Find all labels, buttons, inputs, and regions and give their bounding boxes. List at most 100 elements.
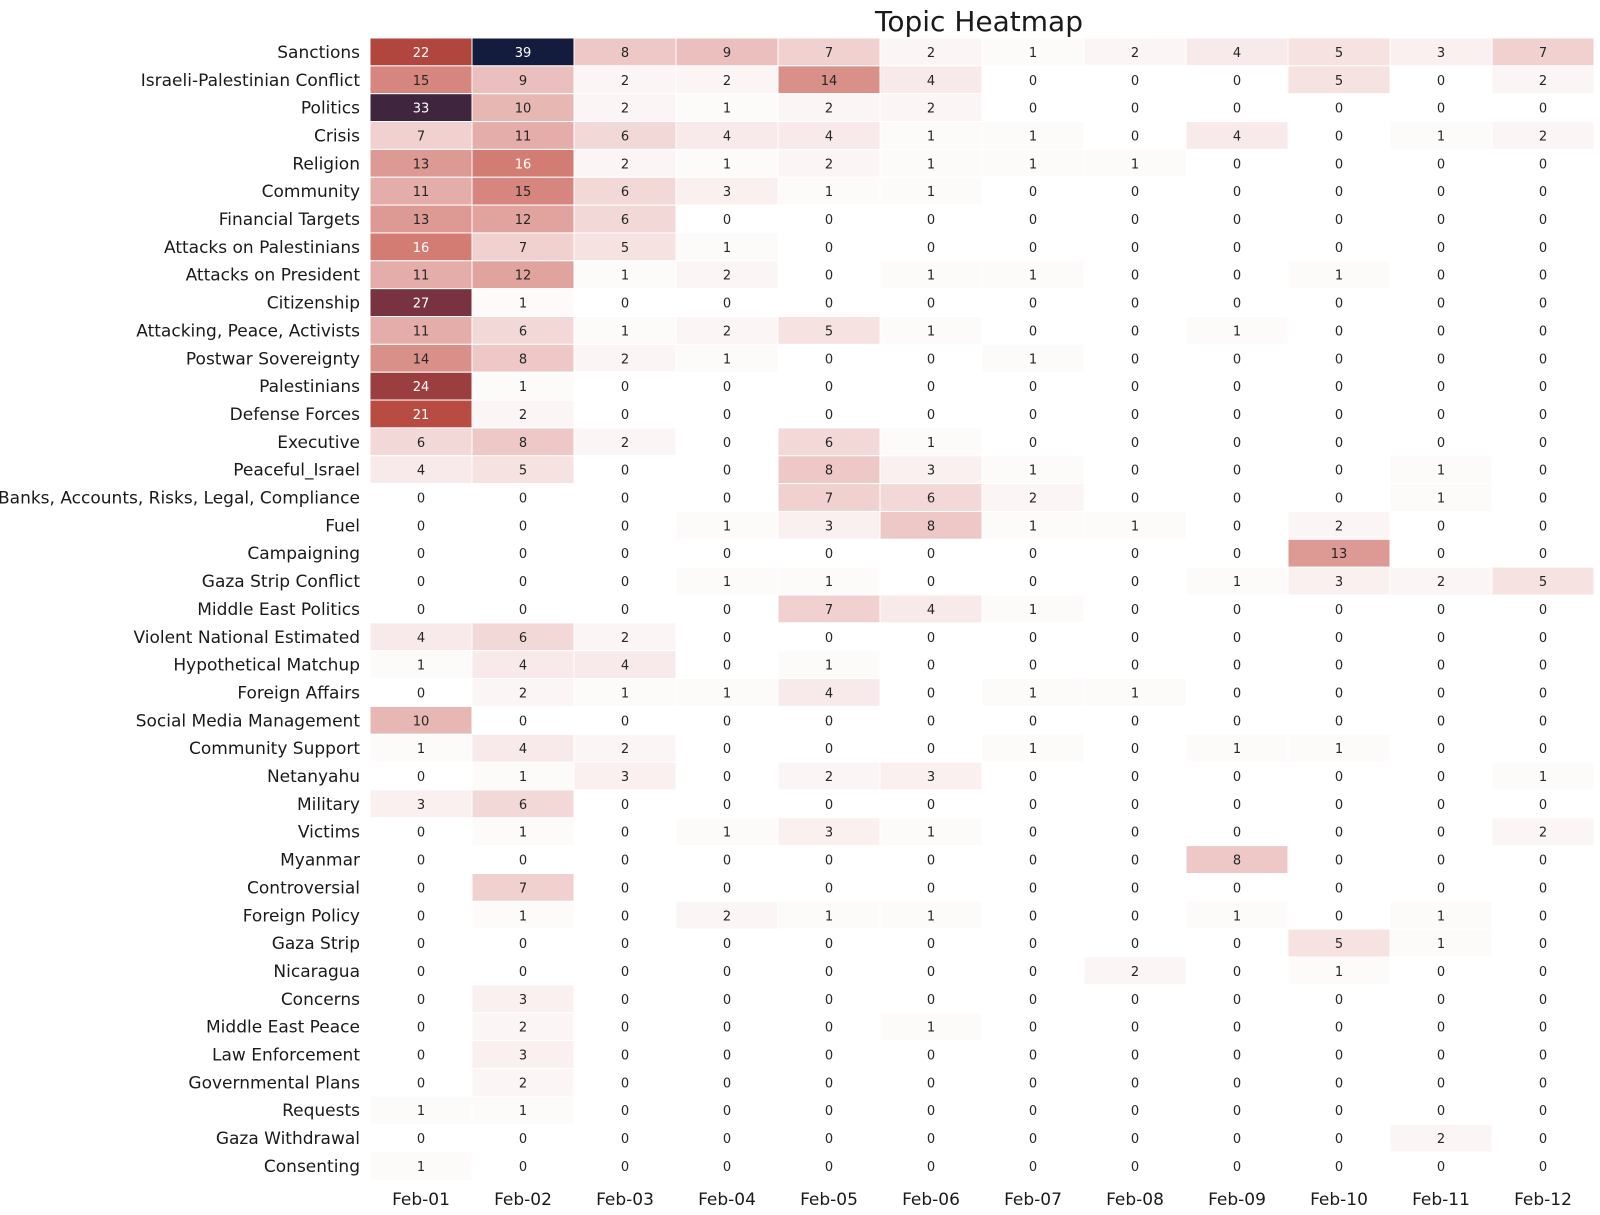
cell-value-label: 0 bbox=[1539, 297, 1547, 312]
x-tick-label: Feb-01 bbox=[392, 1190, 450, 1210]
cell-value-label: 0 bbox=[1029, 297, 1037, 312]
cell-value-label: 7 bbox=[519, 881, 527, 896]
cell-value-label: 0 bbox=[621, 380, 629, 395]
cell-value-label: 0 bbox=[1131, 380, 1139, 395]
cell-value-label: 11 bbox=[413, 324, 430, 339]
cell-value-label: 1 bbox=[927, 269, 935, 284]
heatmap-cell bbox=[1083, 455, 1187, 485]
cell-value-label: 1 bbox=[927, 1021, 935, 1036]
heatmap-cell bbox=[573, 733, 677, 763]
cell-value-label: 0 bbox=[927, 213, 935, 228]
heatmap-cell bbox=[879, 1095, 983, 1125]
cell-value-label: 0 bbox=[417, 854, 425, 869]
cell-value-label: 1 bbox=[621, 269, 629, 284]
cell-value-label: 0 bbox=[1029, 185, 1037, 200]
cell-value-label: 9 bbox=[519, 74, 527, 89]
cell-value-label: 6 bbox=[621, 213, 629, 228]
cell-value-label: 0 bbox=[417, 770, 425, 785]
heatmap-cell bbox=[777, 538, 881, 568]
y-tick-label: Attacks on Palestinians bbox=[164, 238, 360, 258]
heatmap-cell bbox=[981, 483, 1085, 512]
cell-value-label: 0 bbox=[621, 492, 629, 507]
heatmap-cell bbox=[1287, 176, 1391, 206]
cell-value-label: 0 bbox=[417, 937, 425, 952]
cell-value-label: 0 bbox=[927, 1104, 935, 1119]
cell-value-label: 0 bbox=[1437, 157, 1445, 172]
heatmap-cell bbox=[879, 260, 983, 290]
cell-value-label: 0 bbox=[417, 519, 425, 534]
cell-value-label: 0 bbox=[1539, 686, 1547, 701]
cell-value-label: 8 bbox=[621, 46, 629, 61]
heatmap-cell bbox=[369, 845, 473, 875]
cell-value-label: 0 bbox=[1233, 965, 1241, 980]
cell-value-label: 0 bbox=[723, 492, 731, 507]
y-tick-label: Postwar Sovereignty bbox=[186, 349, 360, 369]
heatmap-cell bbox=[777, 93, 881, 123]
cell-value-label: 0 bbox=[1437, 770, 1445, 785]
cell-value-label: 0 bbox=[927, 1132, 935, 1147]
heatmap-cell bbox=[369, 204, 473, 234]
cell-value-label: 0 bbox=[1029, 881, 1037, 896]
cell-value-label: 0 bbox=[1437, 436, 1445, 451]
cell-value-label: 0 bbox=[1029, 770, 1037, 785]
cell-value-label: 0 bbox=[723, 659, 731, 674]
cell-value-label: 4 bbox=[825, 129, 833, 144]
cell-value-label: 0 bbox=[927, 575, 935, 590]
heatmap-cell bbox=[981, 845, 1085, 875]
heatmap-cell bbox=[369, 1040, 473, 1069]
cell-value-label: 0 bbox=[825, 547, 833, 562]
cell-value-label: 0 bbox=[1131, 436, 1139, 451]
cell-value-label: 0 bbox=[417, 547, 425, 562]
cell-value-label: 0 bbox=[723, 464, 731, 479]
cell-value-label: 2 bbox=[1539, 129, 1547, 144]
heatmap-cell bbox=[1491, 538, 1595, 568]
cell-value-label: 0 bbox=[1437, 1160, 1445, 1175]
heatmap-cell bbox=[981, 455, 1085, 485]
heatmap-cell bbox=[1185, 121, 1289, 150]
heatmap-cell bbox=[777, 594, 881, 624]
cell-value-label: 0 bbox=[1437, 659, 1445, 674]
heatmap-cell bbox=[777, 483, 881, 512]
heatmap-cell bbox=[1185, 705, 1289, 735]
heatmap-cell bbox=[1185, 817, 1289, 847]
cell-value-label: 0 bbox=[621, 464, 629, 479]
cell-value-label: 1 bbox=[1233, 909, 1241, 924]
heatmap-cell bbox=[1185, 845, 1289, 875]
cell-value-label: 7 bbox=[417, 129, 425, 144]
cell-value-label: 0 bbox=[1437, 826, 1445, 841]
cell-value-label: 0 bbox=[1539, 547, 1547, 562]
cell-value-label: 0 bbox=[1233, 631, 1241, 646]
heatmap-cells: 22 39 8 9 7 2 1 2 4 5 3 715 9 2 2 14 4 0 0 0 5 0 233 10 2 1 2 2 0 0 0 0… bbox=[369, 37, 1595, 1181]
y-tick-label: Foreign Policy bbox=[243, 906, 360, 926]
cell-value-label: 0 bbox=[825, 408, 833, 423]
heatmap-cell bbox=[1491, 705, 1595, 735]
heatmap-cell bbox=[471, 316, 575, 345]
cell-value-label: 0 bbox=[1029, 1160, 1037, 1175]
heatmap-cell bbox=[675, 232, 779, 262]
cell-value-label: 0 bbox=[1437, 1049, 1445, 1064]
cell-value-label: 0 bbox=[723, 798, 731, 813]
heatmap-cell bbox=[981, 232, 1085, 262]
cell-value-label: 0 bbox=[723, 1076, 731, 1091]
cell-value-label: 0 bbox=[825, 1160, 833, 1175]
cell-value-label: 1 bbox=[417, 742, 425, 757]
cell-value-label: 0 bbox=[1131, 1104, 1139, 1119]
cell-value-label: 0 bbox=[621, 1021, 629, 1036]
cell-value-label: 2 bbox=[723, 269, 731, 284]
y-axis-labels: Sanctions Israeli-Palestinian Conflict Pol… bbox=[0, 43, 360, 1177]
heatmap-cell bbox=[1389, 566, 1493, 596]
heatmap-cell bbox=[1083, 148, 1187, 178]
heatmap-cell bbox=[1185, 260, 1289, 290]
cell-value-label: 0 bbox=[927, 742, 935, 757]
cell-value-label: 0 bbox=[1233, 352, 1241, 367]
heatmap-cell bbox=[1083, 65, 1187, 95]
heatmap-cell bbox=[675, 1151, 779, 1181]
heatmap-cell bbox=[1083, 1040, 1187, 1069]
cell-value-label: 0 bbox=[825, 881, 833, 896]
heatmap-cell bbox=[1083, 566, 1187, 596]
heatmap-cell bbox=[675, 1040, 779, 1069]
cell-value-label: 0 bbox=[1539, 1021, 1547, 1036]
heatmap-cell bbox=[1491, 900, 1595, 930]
cell-value-label: 0 bbox=[621, 826, 629, 841]
cell-value-label: 0 bbox=[825, 854, 833, 869]
